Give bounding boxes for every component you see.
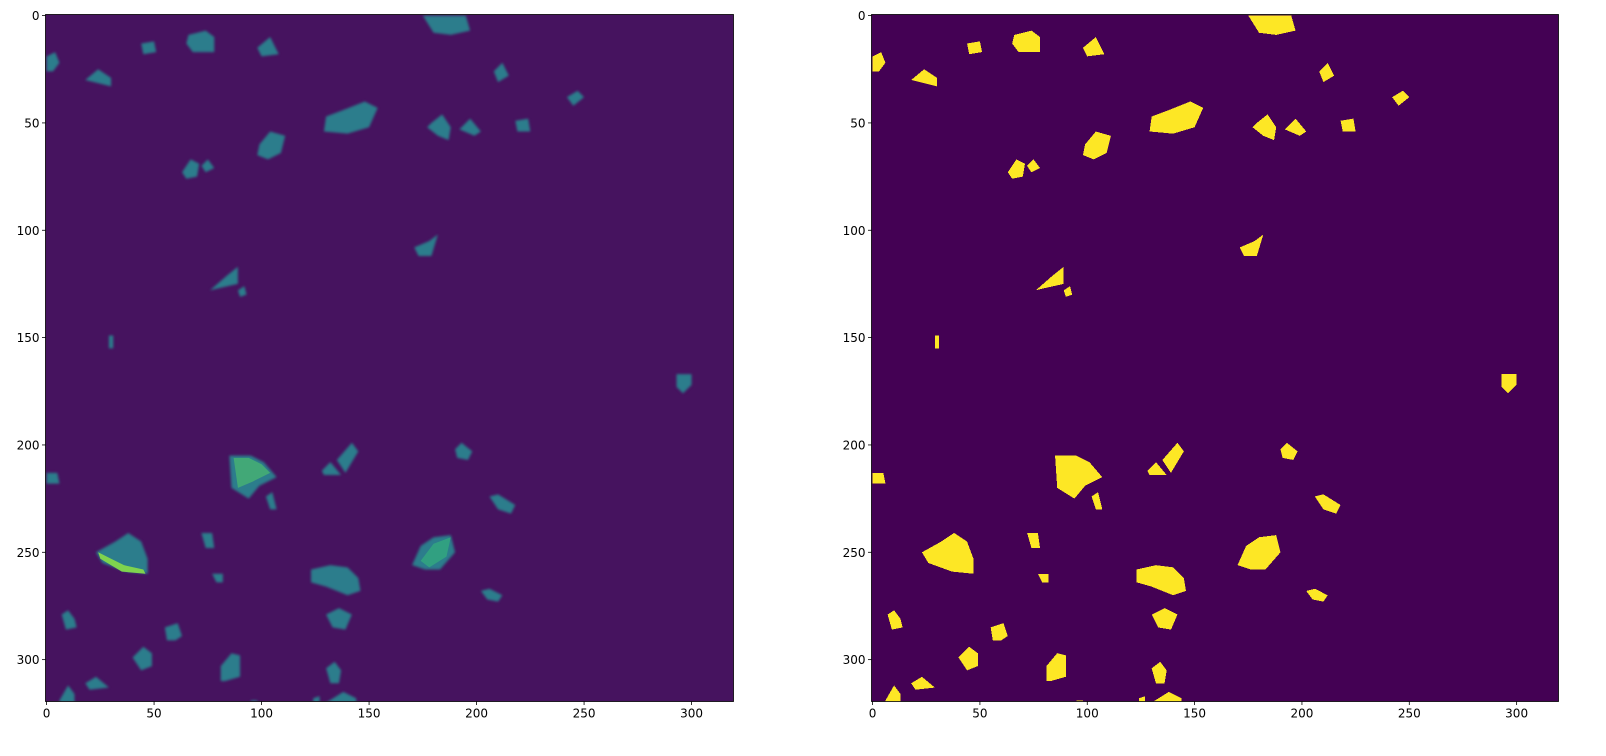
x-tick-label: 100: [250, 707, 273, 721]
y-tick-label: 100: [17, 224, 40, 238]
y-tick-label: 300: [843, 653, 866, 667]
x-tick-label: 150: [358, 707, 381, 721]
image-panel: [871, 14, 1559, 702]
y-tick-label: 150: [843, 331, 866, 345]
y-tick-label: 0: [32, 9, 40, 23]
y-tick-label: 250: [843, 546, 866, 560]
x-tick-label: 200: [465, 707, 488, 721]
x-tick-label: 250: [573, 707, 596, 721]
y-tick-label: 50: [24, 116, 39, 130]
x-tick-label: 0: [43, 707, 51, 721]
axes-frame: [871, 14, 1559, 702]
x-tick-label: 300: [680, 707, 703, 721]
y-tick-label: 250: [17, 546, 40, 560]
y-tick-label: 150: [17, 331, 40, 345]
axes-frame: [45, 14, 734, 702]
x-tick-label: 300: [1505, 707, 1528, 721]
x-tick-label: 50: [972, 707, 987, 721]
image-background: [871, 14, 1559, 702]
image-background: [45, 14, 734, 702]
image-panel: [45, 14, 734, 702]
x-tick-label: 0: [869, 707, 877, 721]
x-tick-label: 200: [1290, 707, 1313, 721]
x-tick-label: 250: [1398, 707, 1421, 721]
y-tick-label: 50: [850, 116, 865, 130]
y-tick-label: 0: [858, 9, 866, 23]
x-tick-label: 50: [146, 707, 161, 721]
x-tick-label: 100: [1076, 707, 1099, 721]
y-tick-label: 200: [17, 438, 40, 452]
y-tick-label: 100: [843, 224, 866, 238]
y-tick-label: 300: [17, 653, 40, 667]
y-tick-label: 200: [843, 438, 866, 452]
x-tick-label: 150: [1183, 707, 1206, 721]
